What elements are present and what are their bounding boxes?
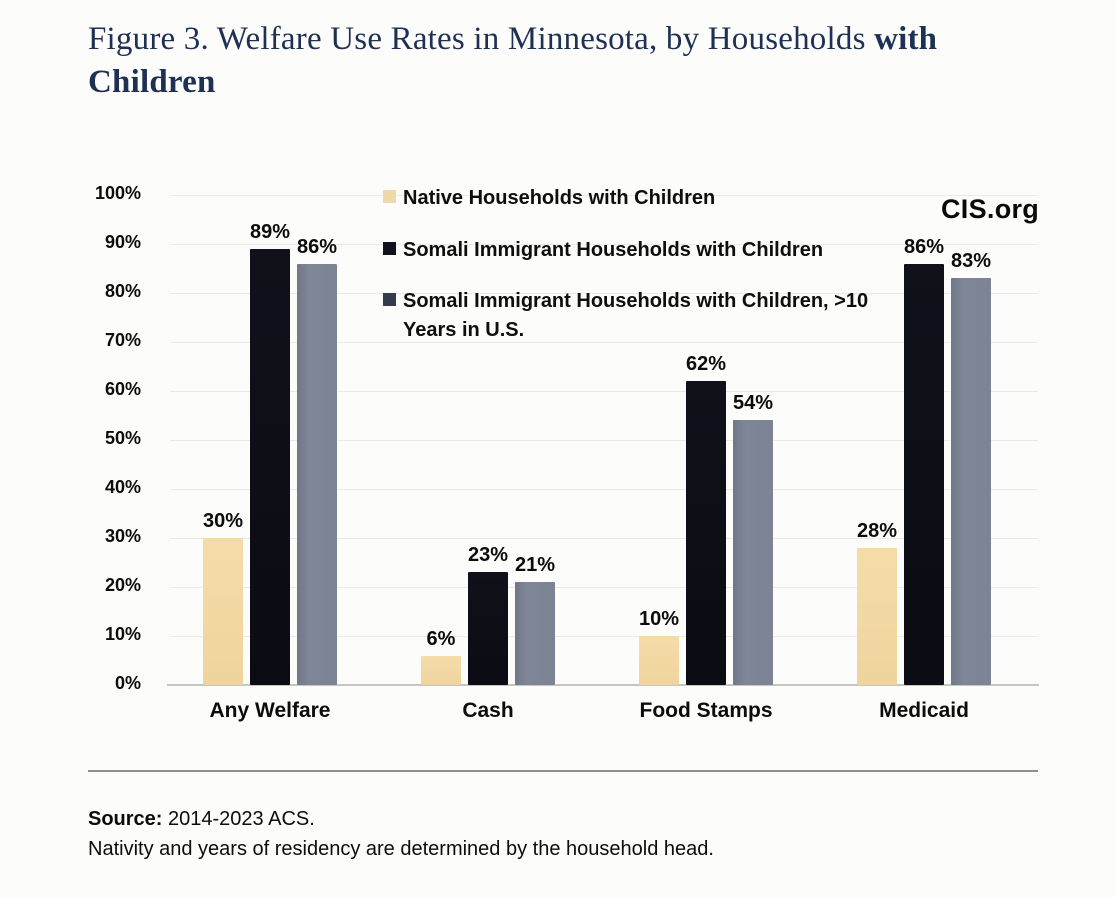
bar-value-label: 6%: [426, 628, 456, 650]
gridline: [170, 391, 1038, 392]
bar: [904, 264, 944, 685]
bar-value-label: 62%: [685, 353, 727, 375]
category-label: Cash: [462, 699, 514, 722]
category-label: Any Welfare: [209, 699, 331, 722]
y-tick-label: 30%: [104, 526, 141, 546]
legend-item: Somali Immigrant Households with Childre…: [383, 287, 883, 344]
footer-divider: [88, 770, 1038, 772]
figure-footer: Source: 2014-2023 ACS. Nativity and year…: [88, 804, 714, 865]
gridline: [170, 293, 1038, 294]
bar: [203, 538, 243, 685]
bar: [733, 420, 773, 685]
source-line: Source: 2014-2023 ACS.: [88, 804, 714, 834]
legend-label: Native Households with Children: [403, 187, 716, 209]
legend-swatch-icon: [383, 241, 396, 255]
bar: [951, 278, 991, 685]
bar-value-label: 54%: [732, 392, 774, 414]
legend-item: Somali Immigrant Households with Childre…: [383, 236, 883, 265]
bar-value-label: 28%: [856, 520, 898, 542]
bar: [297, 264, 337, 685]
bar: [468, 572, 508, 685]
bar-value-label: 21%: [514, 554, 556, 576]
y-tick-label: 60%: [104, 379, 141, 399]
y-tick-label: 100%: [94, 183, 141, 203]
bar: [857, 548, 897, 685]
y-tick-label: 0%: [114, 673, 141, 693]
y-tick-label: 40%: [104, 477, 141, 497]
y-tick-label: 90%: [104, 232, 141, 252]
gridline: [170, 440, 1038, 441]
bar: [421, 656, 461, 685]
footnote: Nativity and years of residency are dete…: [88, 838, 714, 861]
bar: [639, 636, 679, 685]
source-text: 2014-2023 ACS.: [162, 808, 315, 830]
gridline: [170, 636, 1038, 637]
category-label: Food Stamps: [639, 699, 773, 722]
bar-value-label: 86%: [903, 236, 945, 258]
gridline: [170, 342, 1038, 343]
gridline: [170, 538, 1038, 539]
gridline: [170, 489, 1038, 490]
bar-value-label: 83%: [950, 250, 992, 272]
y-tick-label: 50%: [104, 428, 141, 448]
bar-value-label: 89%: [249, 221, 291, 243]
gridline: [170, 244, 1038, 245]
chart-legend: Native Households with Children Somali Im…: [383, 184, 883, 367]
gridline: [170, 587, 1038, 588]
legend-swatch-icon: [383, 190, 396, 203]
gridline: [170, 195, 1038, 196]
bar: [515, 582, 555, 685]
figure-title-regular: Figure 3. Welfare Use Rates in Minnesota…: [88, 21, 866, 57]
legend-label: Somali Immigrant Households with Childre…: [403, 238, 824, 261]
bar-value-label: 10%: [638, 608, 680, 630]
category-label: Medicaid: [879, 699, 969, 722]
y-tick-label: 10%: [104, 624, 141, 644]
y-tick-label: 70%: [104, 330, 141, 350]
figure-title: Figure 3. Welfare Use Rates in Minnesota…: [88, 18, 1053, 104]
bar-value-label: 23%: [467, 544, 509, 566]
bar-value-label: 30%: [202, 510, 244, 532]
figure-title-bold: with Children: [88, 21, 938, 100]
bar-value-label: 86%: [296, 236, 338, 258]
y-tick-label: 20%: [104, 575, 141, 595]
x-axis-line: [167, 684, 1039, 686]
legend-item: Native Households with Children: [383, 184, 883, 213]
legend-swatch-icon: [383, 293, 396, 307]
watermark-cis-org: CIS.org: [941, 194, 1040, 224]
legend-label: Somali Immigrant Households with Childre…: [403, 290, 869, 341]
y-tick-label: 80%: [104, 281, 141, 301]
source-label: Source:: [88, 808, 163, 830]
bar: [686, 381, 726, 685]
bar: [250, 249, 290, 685]
